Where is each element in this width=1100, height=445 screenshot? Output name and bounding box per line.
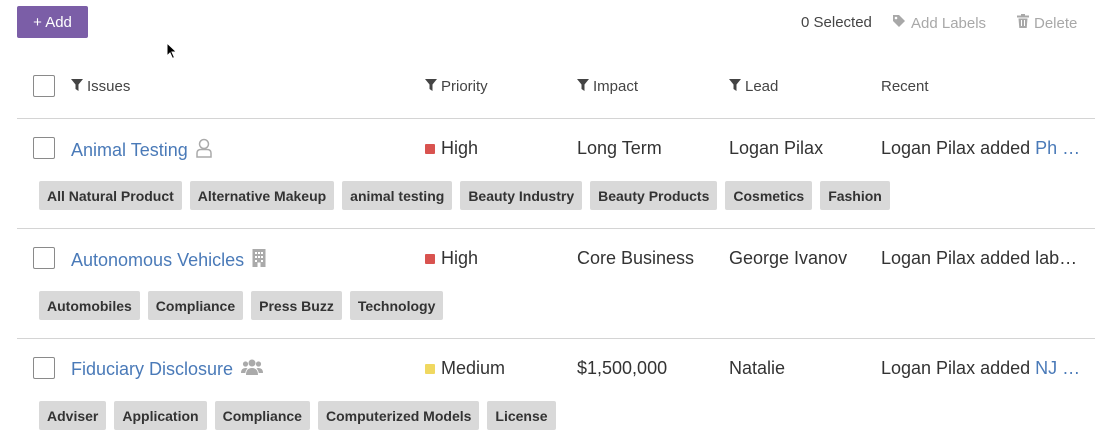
- add-button[interactable]: + Add: [17, 6, 88, 38]
- header-divider: [17, 118, 1095, 119]
- column-header-label: Lead: [745, 78, 779, 95]
- select-all-checkbox[interactable]: [33, 75, 55, 97]
- add-labels-button[interactable]: Add Labels: [892, 14, 986, 32]
- person-outline-icon: [195, 138, 212, 163]
- row-checkbox[interactable]: [33, 247, 55, 269]
- tag-chip[interactable]: Beauty Industry: [460, 181, 583, 210]
- lead-cell: Natalie: [729, 358, 786, 378]
- priority-label: Medium: [441, 358, 506, 378]
- column-header-label: Recent: [881, 78, 929, 95]
- impact-cell: Core Business: [577, 248, 695, 268]
- column-header-recent: Recent: [881, 78, 929, 95]
- tag-icon: [892, 14, 906, 32]
- filter-icon: [425, 78, 437, 95]
- tag-list: Adviser Application Compliance Computeri…: [39, 401, 556, 430]
- priority-indicator: [425, 363, 435, 374]
- tag-chip[interactable]: License: [487, 401, 556, 430]
- filter-icon: [729, 78, 741, 95]
- building-icon: [252, 248, 266, 273]
- column-header-label: Impact: [593, 78, 639, 95]
- recent-cell: Logan Pilax added Ph …: [881, 138, 1081, 159]
- recent-cell: Logan Pilax added NJ …: [881, 358, 1081, 379]
- tag-chip[interactable]: Application: [114, 401, 207, 430]
- issue-link[interactable]: Fiduciary Disclosure: [71, 358, 264, 381]
- group-icon: [241, 358, 264, 381]
- column-header-issues[interactable]: Issues: [71, 78, 130, 95]
- row-divider: [17, 338, 1095, 339]
- column-header-priority[interactable]: Priority: [425, 78, 488, 95]
- delete-button[interactable]: Delete: [1017, 14, 1077, 32]
- recent-link[interactable]: Ph …: [1035, 138, 1081, 158]
- tag-chip[interactable]: Adviser: [39, 401, 107, 430]
- issue-link[interactable]: Animal Testing: [71, 138, 212, 163]
- tag-chip[interactable]: Compliance: [147, 291, 244, 320]
- tag-chip[interactable]: Alternative Makeup: [189, 181, 335, 210]
- lead-cell: Logan Pilax: [729, 138, 824, 158]
- selected-count: 0 Selected: [801, 14, 872, 31]
- priority-label: High: [441, 138, 479, 158]
- tag-chip[interactable]: All Natural Product: [39, 181, 182, 210]
- filter-icon: [577, 78, 589, 95]
- column-header-label: Priority: [441, 78, 488, 95]
- tag-chip[interactable]: Automobiles: [39, 291, 140, 320]
- row-checkbox[interactable]: [33, 137, 55, 159]
- issue-title: Autonomous Vehicles: [71, 250, 245, 270]
- recent-text: Logan Pilax added lab…: [881, 248, 1078, 268]
- tag-list: Automobiles Compliance Press Buzz Techno…: [39, 291, 444, 320]
- mouse-cursor-icon: [166, 41, 178, 65]
- recent-cell: Logan Pilax added lab…: [881, 248, 1081, 269]
- priority-cell: High: [425, 248, 478, 269]
- issue-title: Animal Testing: [71, 140, 188, 160]
- tag-chip[interactable]: animal testing: [342, 181, 453, 210]
- issue-title: Fiduciary Disclosure: [71, 359, 234, 379]
- tag-chip[interactable]: Press Buzz: [251, 291, 342, 320]
- tag-chip[interactable]: Computerized Models: [317, 401, 480, 430]
- column-header-impact[interactable]: Impact: [577, 78, 638, 95]
- lead-cell: George Ivanov: [729, 248, 848, 268]
- priority-cell: High: [425, 138, 478, 159]
- column-header-lead[interactable]: Lead: [729, 78, 778, 95]
- priority-label: High: [441, 248, 479, 268]
- tag-chip[interactable]: Technology: [349, 291, 444, 320]
- recent-text: Logan Pilax added: [881, 138, 1036, 158]
- priority-indicator: [425, 143, 435, 154]
- recent-text: Logan Pilax added: [881, 358, 1036, 378]
- add-labels-label: Add Labels: [911, 14, 987, 32]
- tag-chip[interactable]: Cosmetics: [725, 181, 813, 210]
- priority-cell: Medium: [425, 358, 505, 379]
- trash-icon: [1017, 14, 1029, 32]
- impact-cell: $1,500,000: [577, 358, 668, 378]
- impact-cell: Long Term: [577, 138, 662, 158]
- tag-chip[interactable]: Compliance: [214, 401, 310, 430]
- recent-link[interactable]: NJ …: [1035, 358, 1081, 378]
- row-divider: [17, 228, 1095, 229]
- issue-link[interactable]: Autonomous Vehicles: [71, 248, 266, 273]
- tag-chip[interactable]: Fashion: [820, 181, 890, 210]
- row-checkbox[interactable]: [33, 357, 55, 379]
- tag-list: All Natural Product Alternative Makeup a…: [39, 181, 890, 210]
- priority-indicator: [425, 253, 435, 264]
- column-header-label: Issues: [87, 78, 131, 95]
- delete-label: Delete: [1034, 14, 1078, 32]
- tag-chip[interactable]: Beauty Products: [590, 181, 718, 210]
- filter-icon: [71, 78, 83, 95]
